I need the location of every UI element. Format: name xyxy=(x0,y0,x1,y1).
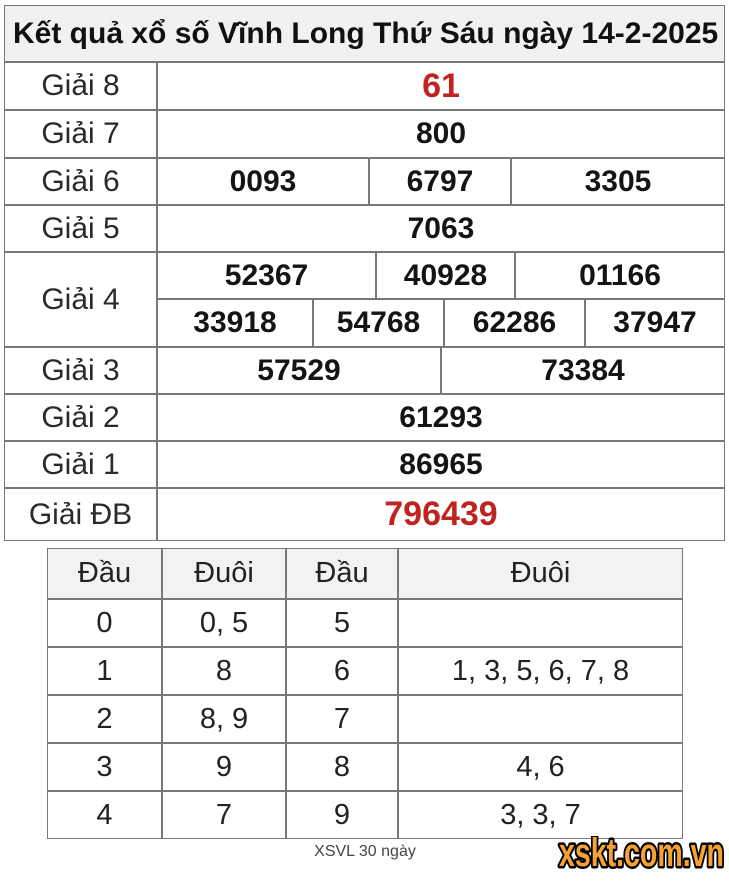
svg-text:xskt.com.vn: xskt.com.vn xyxy=(559,836,724,875)
